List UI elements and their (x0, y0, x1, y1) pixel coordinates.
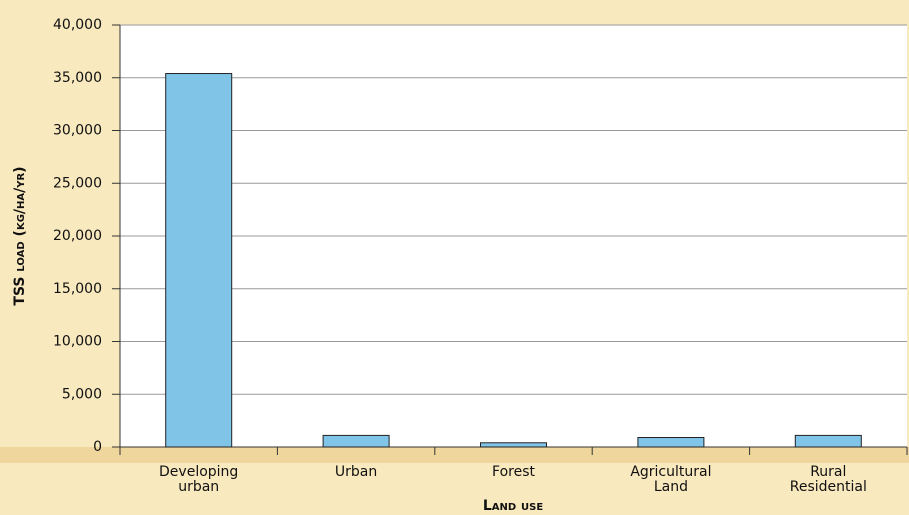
x-tick-label: Urban (334, 464, 378, 480)
y-tick-label: 40,000 (53, 17, 102, 33)
y-tick-label: 15,000 (53, 281, 102, 297)
y-tick-label: 20,000 (53, 228, 102, 244)
y-tick-label: 30,000 (53, 123, 102, 139)
bar (165, 73, 233, 448)
x-axis-title: Land use (483, 498, 544, 514)
y-tick-label: 5,000 (62, 386, 102, 402)
x-tick-label: Developing urban (159, 464, 239, 495)
y-axis-title: TSS load (kg/ha/yr) (12, 166, 28, 305)
bar (794, 434, 862, 448)
y-tick-label: 35,000 (53, 70, 102, 86)
y-tick-label: 25,000 (53, 175, 102, 191)
bar (637, 437, 705, 448)
x-tick-label: Rural Residential (789, 464, 867, 495)
bar (480, 442, 547, 448)
y-tick-label: 0 (93, 439, 102, 455)
y-tick-label: 10,000 (53, 334, 102, 350)
x-tick-label: Forest (492, 464, 535, 480)
x-tick-label: Agricultural Land (630, 464, 712, 495)
bar (322, 434, 390, 448)
axis-band (0, 447, 909, 463)
